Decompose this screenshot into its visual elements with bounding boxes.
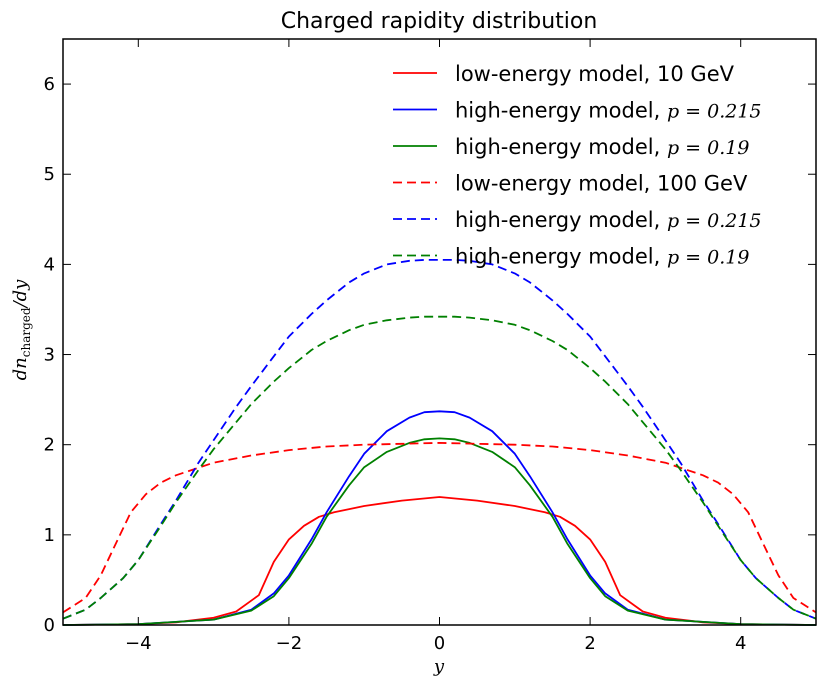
- x-axis-ticks: −4 −2 0 2 4: [125, 39, 746, 654]
- legend-entry-5: high-energy model, p = 0.215: [393, 208, 762, 232]
- series-line-6-dashed: [62, 315, 817, 620]
- legend-label-math: p = 0.19: [667, 137, 749, 159]
- series-line-5-dashed: [62, 259, 817, 620]
- y-tick-label: 1: [44, 525, 55, 546]
- legend: low-energy model, 10 GeV high-energy mode…: [393, 62, 762, 269]
- legend-entry-3: high-energy model, p = 0.19: [393, 135, 749, 159]
- legend-entry-4: low-energy model, 100 GeV: [393, 172, 748, 196]
- chart-title: Charged rapidity distribution: [281, 9, 598, 34]
- legend-label: high-energy model, p = 0.19: [455, 245, 749, 269]
- legend-label: low-energy model, 100 GeV: [455, 172, 748, 196]
- x-tick-label: 0: [434, 633, 445, 654]
- legend-label-text: high-energy model,: [455, 135, 667, 159]
- y-tick-label: 5: [44, 164, 55, 185]
- legend-label: high-energy model, p = 0.215: [455, 99, 762, 123]
- x-tick-label: −2: [276, 633, 303, 654]
- series-line-4-dashed: [62, 442, 817, 614]
- legend-entry-6: high-energy model, p = 0.19: [393, 245, 749, 269]
- legend-label-text: low-energy model, 100 GeV: [455, 172, 748, 196]
- y-axis-label-tail: /dy: [10, 279, 31, 310]
- x-tick-label: 4: [735, 633, 746, 654]
- series-line-3-solid: [62, 437, 817, 626]
- y-axis-label: dncharged/dy: [10, 279, 33, 381]
- legend-entry-1: low-energy model, 10 GeV: [393, 62, 735, 86]
- x-tick-label: −4: [125, 633, 152, 654]
- legend-label-math: p = 0.19: [667, 247, 749, 269]
- legend-label: high-energy model, p = 0.19: [455, 135, 749, 159]
- legend-label-math: p = 0.215: [667, 210, 762, 232]
- legend-entry-2: high-energy model, p = 0.215: [393, 99, 762, 123]
- y-tick-label: 4: [44, 254, 55, 275]
- y-tick-label: 0: [44, 615, 55, 636]
- legend-label: high-energy model, p = 0.215: [455, 208, 762, 232]
- y-tick-label: 6: [44, 74, 55, 95]
- series-layer: [62, 259, 817, 626]
- series-line-2-solid: [62, 410, 817, 626]
- legend-label: low-energy model, 10 GeV: [455, 62, 735, 86]
- legend-label-text: low-energy model, 10 GeV: [455, 62, 735, 86]
- legend-label-text: high-energy model,: [455, 245, 667, 269]
- y-axis-label-main: dn: [10, 357, 31, 380]
- y-tick-label: 3: [44, 345, 55, 366]
- y-tick-label: 2: [44, 435, 55, 456]
- svg-text:dncharged/dy: dncharged/dy: [10, 279, 33, 381]
- y-axis-ticks: 0 1 2 3 4 5 6: [44, 74, 816, 636]
- y-axis-label-sub: charged: [19, 307, 33, 357]
- plot-frame: [62, 38, 817, 626]
- series-line-1-solid: [62, 496, 817, 626]
- legend-label-text: high-energy model,: [455, 208, 667, 232]
- legend-label-math: p = 0.215: [667, 101, 762, 123]
- x-axis-label: y: [433, 656, 445, 677]
- legend-label-text: high-energy model,: [455, 99, 667, 123]
- x-tick-label: 2: [584, 633, 595, 654]
